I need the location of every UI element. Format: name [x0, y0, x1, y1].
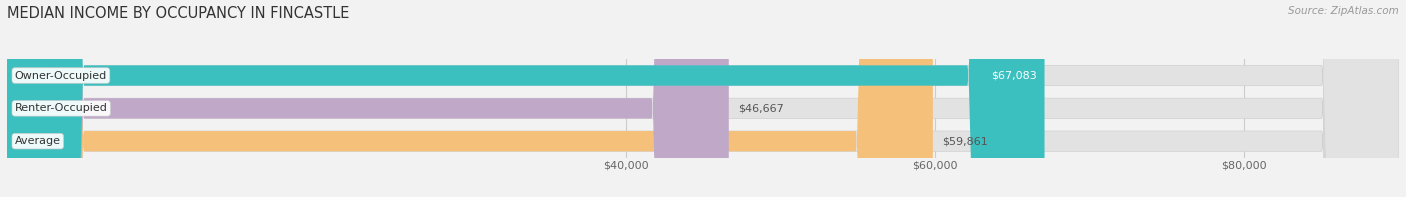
- FancyBboxPatch shape: [7, 0, 1399, 197]
- Text: $46,667: $46,667: [738, 103, 783, 113]
- Text: Average: Average: [15, 136, 60, 146]
- Text: Owner-Occupied: Owner-Occupied: [15, 71, 107, 81]
- Text: MEDIAN INCOME BY OCCUPANCY IN FINCASTLE: MEDIAN INCOME BY OCCUPANCY IN FINCASTLE: [7, 6, 350, 21]
- Text: Source: ZipAtlas.com: Source: ZipAtlas.com: [1288, 6, 1399, 16]
- Text: Renter-Occupied: Renter-Occupied: [15, 103, 108, 113]
- FancyBboxPatch shape: [7, 0, 1399, 197]
- FancyBboxPatch shape: [7, 0, 932, 197]
- FancyBboxPatch shape: [7, 0, 728, 197]
- Text: $67,083: $67,083: [991, 71, 1036, 81]
- Text: $59,861: $59,861: [942, 136, 988, 146]
- FancyBboxPatch shape: [7, 0, 1045, 197]
- FancyBboxPatch shape: [7, 0, 1399, 197]
